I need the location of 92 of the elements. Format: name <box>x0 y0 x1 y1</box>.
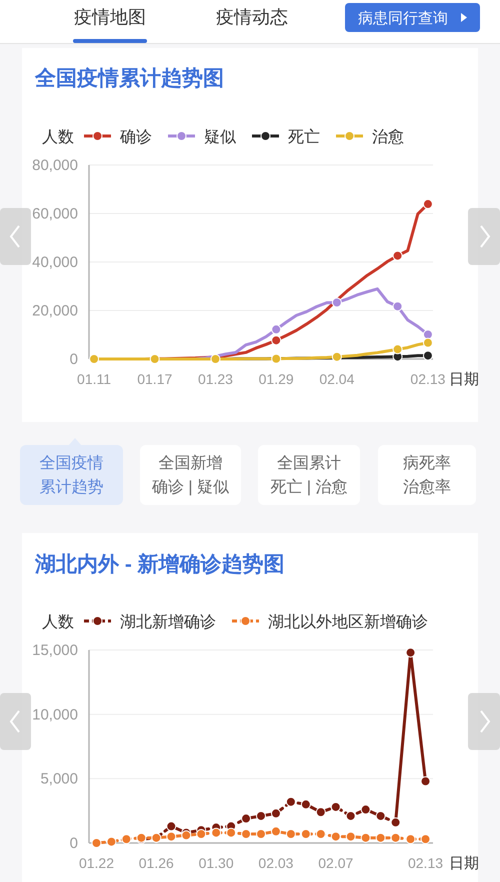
legend-label: 湖北以外地区新增确诊 <box>268 613 428 631</box>
y-tick-label: 10,000 <box>32 706 78 724</box>
y-tick-label: 0 <box>70 351 78 368</box>
legend-label: 疑似 <box>204 128 236 146</box>
point <box>241 828 252 839</box>
legend-label: 湖北新增确诊 <box>120 613 216 631</box>
point <box>270 826 281 836</box>
text: 疫情地图 <box>74 7 146 27</box>
point <box>392 301 403 312</box>
point <box>406 648 416 658</box>
point <box>271 335 282 346</box>
point <box>226 828 236 838</box>
y-tick-label: 80,000 <box>32 157 78 174</box>
point <box>286 828 296 839</box>
point <box>420 776 431 786</box>
point <box>166 821 176 832</box>
x-tick-label: 01.30 <box>198 855 234 871</box>
text: 病死率 <box>403 454 451 472</box>
point <box>360 804 371 815</box>
point <box>241 814 252 824</box>
point <box>376 832 386 843</box>
point <box>422 199 433 210</box>
point <box>332 297 342 308</box>
point <box>286 796 296 807</box>
point <box>330 802 341 812</box>
point <box>330 832 341 842</box>
chart-title: 湖北内外 - 新增确诊趋势图 <box>34 552 285 576</box>
point <box>106 836 116 847</box>
point <box>300 828 311 839</box>
point <box>392 344 403 354</box>
x-tick-label: 01.11 <box>77 371 112 387</box>
x-tick-label: 02.13 <box>410 371 446 387</box>
point <box>256 828 266 839</box>
point <box>271 324 282 334</box>
point <box>166 832 176 842</box>
y-tick-label: 60,000 <box>32 206 78 222</box>
x-tick-label: 01.29 <box>258 371 294 387</box>
point <box>91 838 102 848</box>
x-axis-title: 日期 <box>449 855 479 872</box>
text: 确诊 | 疑似 <box>150 478 230 496</box>
text: 全国疫情 <box>40 454 104 472</box>
x-tick-label: 01.26 <box>138 855 174 871</box>
point <box>332 352 342 362</box>
x-tick-label: 02.03 <box>258 855 294 871</box>
point <box>211 828 222 838</box>
point <box>316 828 326 839</box>
x-tick-label: 01.17 <box>137 371 172 387</box>
point <box>316 807 326 818</box>
point <box>196 828 206 839</box>
x-tick-label: 02.07 <box>318 855 354 871</box>
point <box>420 834 431 844</box>
y-tick-label: 0 <box>70 835 78 852</box>
point <box>150 354 160 364</box>
x-axis-title: 日期 <box>449 371 479 388</box>
y-tick-label: 20,000 <box>32 302 78 320</box>
point <box>422 350 433 361</box>
x-tick-label: 01.22 <box>78 855 114 871</box>
text: 治愈率 <box>403 478 451 496</box>
legend-label: 治愈 <box>372 128 404 146</box>
point <box>89 354 100 364</box>
y-tick-label: 15,000 <box>32 642 78 659</box>
y-tick-label: 40,000 <box>32 254 78 271</box>
chart-title: 全国疫情累计趋势图 <box>34 66 224 90</box>
point <box>346 810 356 821</box>
x-tick-label: 02.04 <box>319 371 355 387</box>
x-tick-label: 02.13 <box>408 855 444 871</box>
point <box>346 832 356 842</box>
point <box>422 338 433 348</box>
text: 全国新增 <box>158 454 222 472</box>
point <box>360 832 371 843</box>
point <box>181 830 192 840</box>
point <box>300 799 311 810</box>
text: 病患同行查询 <box>358 10 448 27</box>
y-axis-title: 人数 <box>42 614 74 631</box>
point <box>406 834 416 844</box>
point <box>256 810 266 821</box>
y-tick-label: 5,000 <box>40 770 78 788</box>
point <box>270 808 281 818</box>
point <box>390 832 401 843</box>
x-tick-label: 01.23 <box>198 371 234 387</box>
text: 全国累计 <box>277 454 341 472</box>
legend-label: 确诊 <box>119 129 152 146</box>
legend-label: 死亡 <box>288 128 320 146</box>
point <box>210 354 220 364</box>
y-axis-title: 人数 <box>42 129 74 146</box>
text: 疫情动态 <box>216 7 288 27</box>
point <box>271 354 282 364</box>
point <box>376 810 386 821</box>
text: 累计趋势 <box>40 478 104 496</box>
text: 死亡 | 治愈 <box>270 478 348 496</box>
point <box>121 834 132 844</box>
point <box>392 250 403 261</box>
